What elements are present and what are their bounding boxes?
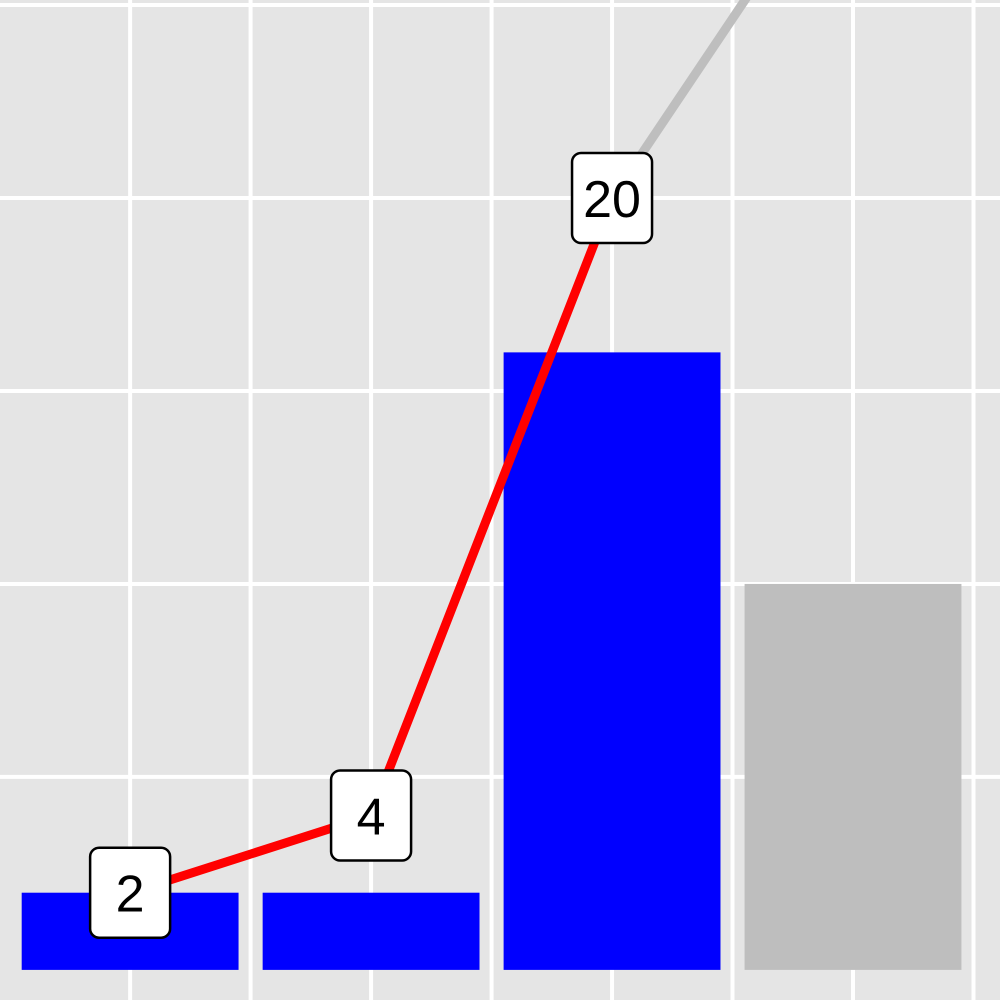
label-box (88, 846, 172, 939)
label-box (329, 769, 413, 862)
line (608, 0, 751, 201)
data-label: 4 (357, 789, 386, 847)
bar (503, 352, 721, 970)
bar (744, 583, 962, 970)
bar (262, 892, 480, 970)
label-box (570, 151, 654, 245)
data-label: 2 (116, 866, 145, 924)
data-label: 20 (583, 171, 641, 229)
